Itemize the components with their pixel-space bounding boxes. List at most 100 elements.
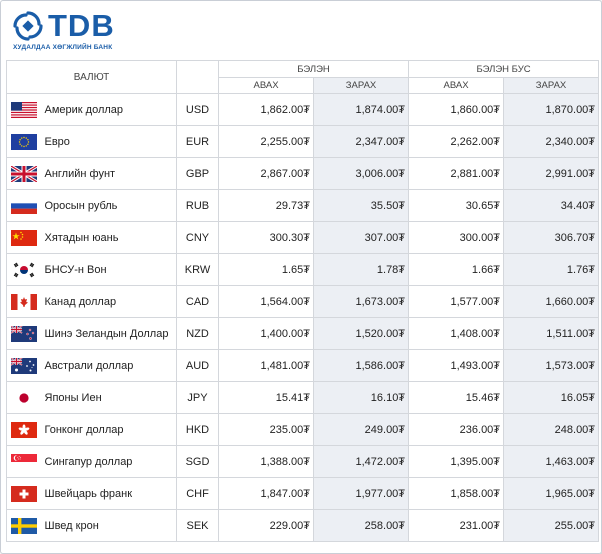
currency-name: Шинэ Зеландын Доллар	[40, 317, 178, 350]
cash-buy-rate: 1,862.00₮	[218, 93, 315, 126]
noncash-sell-rate: 16.05₮	[503, 381, 600, 414]
flag-singapore-icon	[10, 453, 37, 470]
logo-text: TDB	[48, 8, 115, 43]
table-row-rub: Оросын рубль RUB 29.73₮ 35.50₮ 30.65₮ 34.40₮	[6, 189, 600, 222]
cash-buy-rate: 229.00₮	[218, 509, 315, 542]
currency-name: Евро	[40, 125, 178, 158]
noncash-buy-rate: 1,408.00₮	[408, 317, 505, 350]
flag-cell	[6, 445, 41, 478]
flag-uk-icon	[10, 165, 37, 182]
noncash-sell-rate: 2,340.00₮	[503, 125, 600, 158]
cash-buy-rate: 1.65₮	[218, 253, 315, 286]
flag-canada-icon	[10, 293, 37, 310]
noncash-buy-rate: 2,262.00₮	[408, 125, 505, 158]
header-noncash-buy: АВАХ	[408, 77, 505, 94]
cash-sell-rate: 258.00₮	[313, 509, 410, 542]
flag-cell	[6, 317, 41, 350]
flag-cell	[6, 221, 41, 254]
cash-buy-rate: 2,255.00₮	[218, 125, 315, 158]
currency-name: Канад доллар	[40, 285, 178, 318]
flag-cell	[6, 253, 41, 286]
table-row-cny: Хятадын юань CNY 300.30₮ 307.00₮ 300.00₮ 306.…	[6, 221, 600, 254]
header-cash: БЭЛЭН	[218, 60, 410, 78]
cash-buy-rate: 1,564.00₮	[218, 285, 315, 318]
flag-new-zealand-icon	[10, 325, 37, 342]
cash-sell-rate: 1,472.00₮	[313, 445, 410, 478]
noncash-sell-rate: 34.40₮	[503, 189, 600, 222]
currency-code: AUD	[176, 349, 220, 382]
cash-buy-rate: 1,400.00₮	[218, 317, 315, 350]
noncash-sell-rate: 306.70₮	[503, 221, 600, 254]
flag-hong-kong-icon	[10, 421, 37, 438]
noncash-buy-rate: 2,881.00₮	[408, 157, 505, 190]
tdb-logo[interactable]: TDB ХУДАЛДАА ХӨГЖЛИЙН БАНК	[12, 8, 122, 52]
currency-code: USD	[176, 93, 220, 126]
currency-name: Гонконг доллар	[40, 413, 178, 446]
noncash-buy-rate: 1,493.00₮	[408, 349, 505, 382]
currency-code: EUR	[176, 125, 220, 158]
cash-sell-rate: 1,673.00₮	[313, 285, 410, 318]
header-noncash-sell: ЗАРАХ	[503, 77, 600, 94]
header-currency: ВАЛЮТ	[5, 60, 178, 94]
flag-switzerland-icon	[10, 485, 37, 502]
noncash-sell-rate: 248.00₮	[503, 413, 600, 446]
exchange-rates-table: ВАЛЮТ БЭЛЭН БЭЛЭН БУС АВАХ ЗАРАХ АВАХ ЗА…	[5, 60, 600, 542]
cash-sell-rate: 307.00₮	[313, 221, 410, 254]
flag-china-icon	[10, 229, 37, 246]
cash-sell-rate: 1.78₮	[313, 253, 410, 286]
currency-code: SGD	[176, 445, 220, 478]
noncash-sell-rate: 1,511.00₮	[503, 317, 600, 350]
flag-cell	[6, 477, 41, 510]
noncash-buy-rate: 300.00₮	[408, 221, 505, 254]
table-row-eur: Евро EUR 2,255.00₮ 2,347.00₮ 2,262.00₮ 2,340.…	[6, 125, 600, 158]
table-row-gbp: Английн фунт GBP 2,867.00₮ 3,006.00₮ 2,881.0…	[6, 157, 600, 190]
currency-code: RUB	[176, 189, 220, 222]
noncash-sell-rate: 1.76₮	[503, 253, 600, 286]
noncash-sell-rate: 1,870.00₮	[503, 93, 600, 126]
currency-code: GBP	[176, 157, 220, 190]
flag-australia-icon	[10, 357, 37, 374]
cash-sell-rate: 2,347.00₮	[313, 125, 410, 158]
header-row-groups: ВАЛЮТ БЭЛЭН БЭЛЭН БУС	[5, 60, 600, 94]
cash-sell-rate: 35.50₮	[313, 189, 410, 222]
noncash-sell-rate: 255.00₮	[503, 509, 600, 542]
table-row-hkd: Гонконг доллар HKD 235.00₮ 249.00₮ 236.00₮ 24…	[6, 413, 600, 446]
currency-name: Английн фунт	[40, 157, 178, 190]
bank-subtitle: ХУДАЛДАА ХӨГЖЛИЙН БАНК	[13, 44, 113, 51]
cash-buy-rate: 1,388.00₮	[218, 445, 315, 478]
noncash-buy-rate: 1,395.00₮	[408, 445, 505, 478]
currency-name: Швейцарь франк	[40, 477, 178, 510]
currency-name: Японы Иен	[40, 381, 178, 414]
currency-name: БНСУ-н Вон	[40, 253, 178, 286]
currency-name: Швед крон	[40, 509, 178, 542]
cash-buy-rate: 1,481.00₮	[218, 349, 315, 382]
flag-cell	[6, 413, 41, 446]
currency-code: SEK	[176, 509, 220, 542]
header-cash-buy: АВАХ	[218, 77, 315, 94]
cash-sell-rate: 1,586.00₮	[313, 349, 410, 382]
table-row-sgd: Сингапур доллар SGD 1,388.00₮ 1,472.00₮ 1,39…	[6, 445, 600, 478]
flag-cell	[6, 509, 41, 542]
noncash-buy-rate: 1,858.00₮	[408, 477, 505, 510]
table-row-cad: Канад доллар CAD 1,564.00₮ 1,673.00₮ 1,577.0…	[6, 285, 600, 318]
table-row-usd: Америк доллар USD 1,862.00₮ 1,874.00₮ 1,860.…	[6, 93, 600, 126]
currency-code: CAD	[176, 285, 220, 318]
flag-cell	[6, 381, 41, 414]
table-row-aud: Австрали доллар AUD 1,481.00₮ 1,586.00₮ 1,49…	[6, 349, 600, 382]
noncash-buy-rate: 30.65₮	[408, 189, 505, 222]
header-code	[176, 60, 220, 94]
currency-code: HKD	[176, 413, 220, 446]
cash-buy-rate: 235.00₮	[218, 413, 315, 446]
flag-south-korea-icon	[10, 261, 37, 278]
noncash-buy-rate: 1.66₮	[408, 253, 505, 286]
flag-cell	[6, 157, 41, 190]
table-row-krw: БНСУ-н Вон KRW 1.65₮ 1.78₮ 1.66₮ 1.76₮	[6, 253, 600, 286]
table-row-chf: Швейцарь франк CHF 1,847.00₮ 1,977.00₮ 1,858…	[6, 477, 600, 510]
rates-body: Америк доллар USD 1,862.00₮ 1,874.00₮ 1,860.…	[6, 93, 600, 542]
noncash-buy-rate: 236.00₮	[408, 413, 505, 446]
currency-code: CHF	[176, 477, 220, 510]
noncash-buy-rate: 1,860.00₮	[408, 93, 505, 126]
cash-sell-rate: 1,977.00₮	[313, 477, 410, 510]
noncash-sell-rate: 2,991.00₮	[503, 157, 600, 190]
table-row-jpy: Японы Иен JPY 15.41₮ 16.10₮ 15.46₮ 16.05₮	[6, 381, 600, 414]
